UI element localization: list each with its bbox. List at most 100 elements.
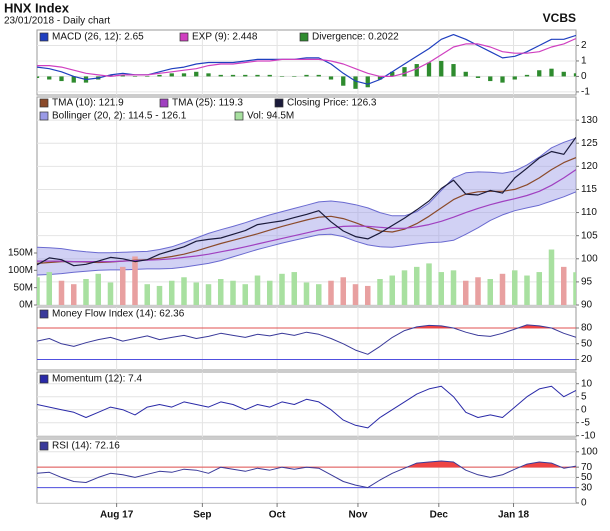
y-tick-label: -5	[581, 417, 590, 428]
y2-tick-label: 0M	[19, 300, 33, 311]
chart-title: HNX Index	[4, 0, 70, 15]
y-tick-label: 0	[581, 71, 587, 82]
divergence-bar	[169, 73, 174, 77]
volume-bar	[156, 285, 163, 305]
divergence-bar	[341, 76, 346, 86]
series-line	[37, 324, 576, 355]
volume-bar	[573, 272, 576, 305]
y-tick-label: 50	[581, 338, 593, 349]
y-tick-label: 100	[581, 253, 598, 264]
plot-area	[37, 439, 576, 503]
divergence-bar	[414, 64, 419, 77]
chart-subtitle: 23/01/2018 - Daily chart	[4, 16, 110, 27]
series-line	[37, 169, 576, 263]
volume-bar	[438, 272, 445, 305]
volume-bar	[475, 277, 481, 305]
plot-area	[37, 97, 576, 305]
legend-swatch	[39, 32, 49, 42]
legend-swatch	[39, 98, 49, 108]
divergence-bar	[524, 74, 530, 77]
divergence-bar	[145, 76, 150, 77]
volume-bar	[401, 270, 408, 305]
plot-area	[37, 372, 576, 437]
divergence-bar	[108, 74, 113, 77]
volume-bar	[58, 280, 65, 305]
volume-bar	[254, 275, 261, 305]
volume-bar	[266, 280, 273, 305]
y-tick-label: 80	[581, 323, 593, 334]
divergence-bar	[132, 76, 138, 77]
bollinger-upper	[37, 137, 576, 254]
divergence-bar	[512, 76, 517, 80]
volume-bar	[217, 279, 224, 305]
x-tick-label: Oct	[269, 510, 286, 521]
x-tick-label: Nov	[348, 510, 367, 521]
divergence-bar	[194, 71, 199, 77]
bollinger-lower	[37, 191, 576, 276]
volume-bar	[181, 277, 187, 305]
legend-label: MACD (26, 12): 2.65	[52, 32, 144, 43]
legend-swatch	[179, 32, 189, 42]
volume-bar	[107, 282, 114, 305]
volume-bar	[144, 284, 151, 305]
plot-area	[37, 30, 576, 95]
y-tick-label: -1	[581, 87, 590, 98]
volume-bar	[340, 277, 347, 305]
x-tick-label: Jan 18	[498, 510, 530, 521]
y-tick-label: 30	[581, 482, 593, 493]
legend-swatch	[39, 441, 49, 451]
volume-bar	[413, 266, 420, 305]
divergence-bar	[549, 68, 554, 77]
divergence-bar	[255, 74, 260, 77]
legend-swatch	[39, 374, 49, 384]
legend-swatch	[39, 111, 49, 121]
divergence-bar	[439, 60, 444, 77]
volume-bar	[315, 284, 322, 305]
divergence-bar	[573, 73, 576, 77]
x-tick-label: Sep	[193, 510, 211, 521]
legend-label: RSI (14): 72.16	[52, 441, 120, 452]
y-tick-label: 125	[581, 138, 598, 149]
y-tick-label: -10	[581, 430, 596, 441]
divergence-bar	[500, 76, 505, 83]
volume-bar	[328, 280, 334, 305]
divergence-bar	[267, 74, 272, 77]
legend-label: Momentum (12): 7.4	[52, 374, 142, 385]
y-tick-label: 10	[581, 378, 593, 389]
divergence-bar	[426, 62, 432, 77]
divergence-bar	[390, 71, 395, 77]
divergence-bar	[157, 74, 162, 77]
volume-bar	[132, 256, 138, 305]
volume-bar	[426, 263, 432, 305]
volume-bar	[377, 279, 383, 305]
divergence-bar	[475, 76, 481, 78]
volume-bar	[46, 272, 53, 305]
divergence-bar	[353, 76, 358, 89]
y-tick-label: 130	[581, 115, 598, 126]
volume-bar	[95, 273, 102, 305]
divergence-bar	[206, 73, 211, 77]
volume-bar	[499, 273, 506, 305]
y2-tick-label: 150M	[8, 248, 33, 259]
volume-bar	[37, 277, 40, 305]
volume-bar	[193, 282, 200, 305]
y2-tick-label: 100M	[8, 265, 33, 276]
plot-area	[37, 307, 576, 370]
divergence-bar	[316, 74, 321, 77]
series-line	[37, 385, 576, 429]
volume-bar	[279, 273, 285, 305]
divergence-bar	[365, 76, 370, 88]
series-line	[37, 460, 576, 489]
y-tick-label: 105	[581, 230, 598, 241]
panel	[36, 371, 577, 438]
legend-swatch	[299, 32, 309, 42]
volume-bar	[83, 279, 89, 305]
volume-bar	[168, 280, 175, 305]
legend-swatch	[39, 309, 49, 319]
series-line	[37, 136, 576, 267]
volume-bar	[230, 280, 236, 305]
y-tick-label: 90	[581, 300, 593, 311]
y-tick-label: 0	[581, 498, 587, 509]
volume-bar	[205, 284, 212, 305]
